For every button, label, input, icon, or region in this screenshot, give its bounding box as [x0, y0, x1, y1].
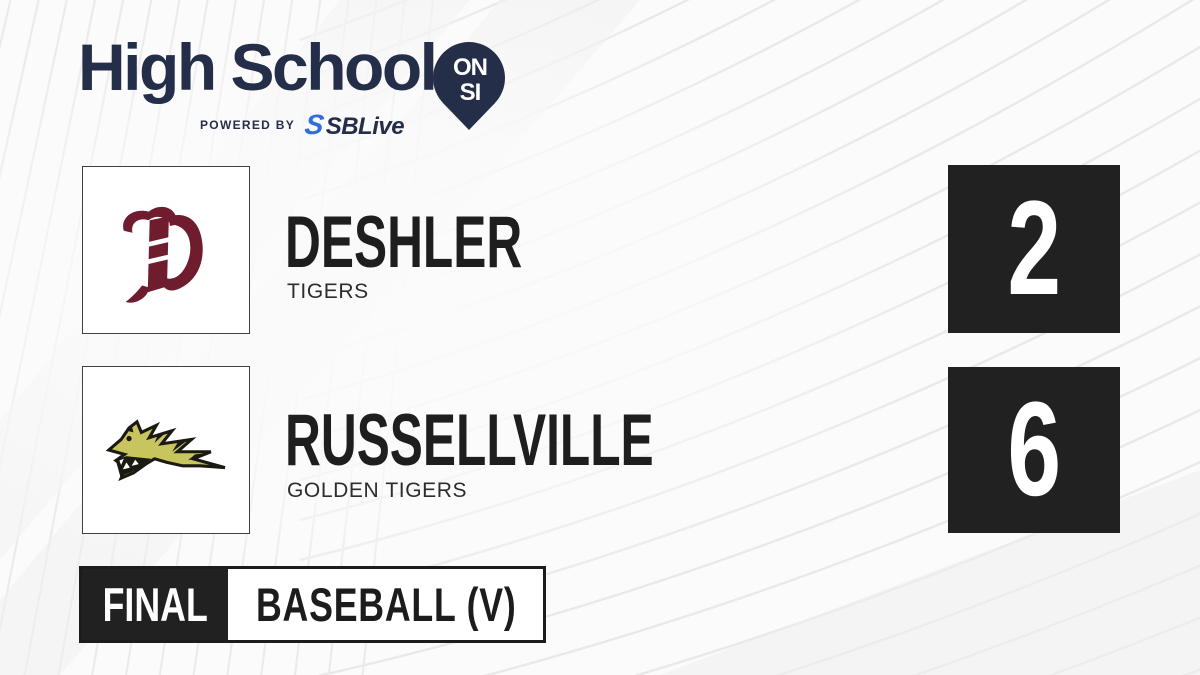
team2-name: RUSSELLVILLE — [285, 400, 654, 481]
pin-text-si: SI — [460, 79, 481, 106]
team1-score: 2 — [1007, 174, 1061, 323]
sblive-logo: S SBLive — [302, 109, 405, 140]
footer-bar: FINAL BASEBALL (V) — [79, 566, 546, 643]
sblive-s-icon: S — [302, 109, 326, 140]
powered-by-row: POWERED BY S SBLive — [200, 109, 405, 140]
status-box: FINAL — [82, 569, 228, 640]
team2-mascot: GOLDEN TIGERS — [287, 479, 468, 502]
team2-logo-box — [82, 366, 250, 534]
brand-title: High School — [78, 30, 438, 104]
team1-logo-box — [82, 166, 250, 334]
old-english-d-logo — [123, 206, 203, 303]
team2-score-box: 6 — [948, 367, 1120, 533]
powered-by-label: POWERED BY — [200, 118, 296, 132]
team1-mascot: TIGERS — [287, 280, 369, 303]
sblive-wordmark: SBLive — [325, 113, 405, 140]
pin-text-on: ON — [453, 54, 487, 81]
team2-score: 6 — [1007, 375, 1061, 524]
event-box: BASEBALL (V) — [228, 569, 599, 640]
golden-tiger-logo — [105, 419, 226, 482]
team1-score-box: 2 — [948, 165, 1120, 333]
event-label: BASEBALL (V) — [256, 578, 517, 631]
team1-name: DESHLER — [285, 202, 523, 283]
status-label: FINAL — [102, 578, 208, 631]
on-si-pin-icon: ON SI — [433, 42, 505, 130]
